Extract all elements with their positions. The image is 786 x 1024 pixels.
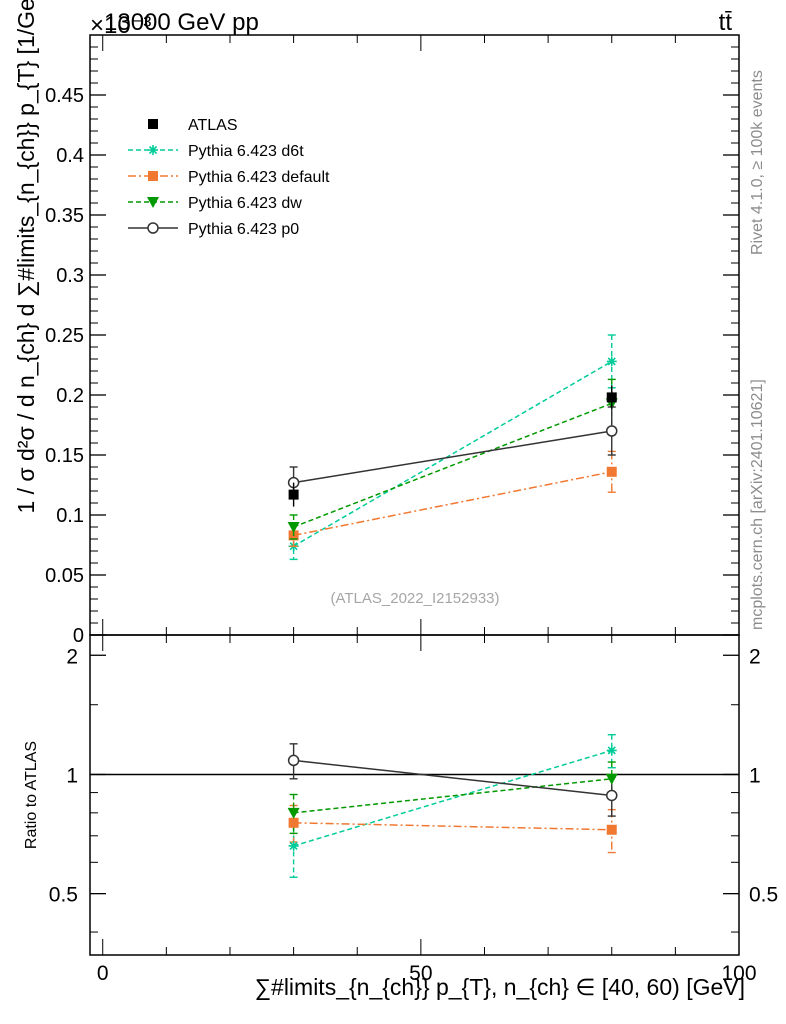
ratio-plot-frame <box>89 634 740 956</box>
data-point-pythia-6-423-d6t <box>606 356 617 367</box>
ratio-point-pythia-6-423-default <box>606 824 617 835</box>
ratio-y-axis: 0.5 0.5 1 1 2 2 <box>49 645 778 933</box>
ratio-y-tick-label-right: 2 <box>749 645 761 668</box>
legend-label-atlas: ATLAS <box>188 117 238 134</box>
main-y-tick-label: 0.15 <box>45 445 84 467</box>
main-y-tick-label: 0.1 <box>56 505 84 527</box>
legend-label-pythia-6-423-p0: Pythia 6.423 p0 <box>188 221 299 238</box>
main-y-tick-label: 0.05 <box>45 565 84 587</box>
ratio-point-pythia-6-423-dw <box>287 807 300 819</box>
legend-marker-pythia-6-423-default <box>148 171 158 181</box>
ratio-y-tick-label: 0.5 <box>49 884 78 907</box>
data-point-atlas <box>606 392 617 403</box>
x-axis: 0 50 100 <box>97 35 757 985</box>
x-tick-label: 100 <box>721 962 756 985</box>
ratio-point-pythia-6-423-p0 <box>287 754 300 767</box>
data-point-pythia-6-423-dw <box>287 522 300 533</box>
main-plot-series <box>287 334 618 561</box>
series-line-pythia-6-423-p0 <box>293 430 612 484</box>
data-point-pythia-6-423-p0 <box>605 425 618 437</box>
main-y-tick-label: 0.3 <box>56 265 84 287</box>
main-y-tick-label: 0.35 <box>45 205 84 227</box>
ratio-y-tick-label: 2 <box>66 645 78 668</box>
energy-label: 13000 GeV pp <box>104 9 259 36</box>
ratio-point-pythia-6-423-dw <box>605 773 618 785</box>
legend: ATLAS Pythia 6.423 d6t Pythia 6.423 defaul… <box>128 117 330 238</box>
data-point-pythia-6-423-default <box>606 466 617 477</box>
legend-label-pythia-6-423-default: Pythia 6.423 default <box>188 169 330 186</box>
series-line-pythia-6-423-dw <box>293 402 613 528</box>
ratio-point-pythia-6-423-d6t <box>288 840 299 851</box>
legend-marker-atlas <box>148 119 158 129</box>
x-tick-label: 50 <box>409 962 432 985</box>
main-y-tick-label: 0.25 <box>45 325 84 347</box>
data-point-atlas <box>288 489 299 500</box>
series-line-pythia-6-423-d6t <box>293 360 613 547</box>
ratio-point-pythia-6-423-p0 <box>605 789 618 802</box>
x-tick-label: 0 <box>97 962 109 985</box>
series-line-pythia-6-423-d6t <box>293 749 612 847</box>
legend-label-pythia-6-423-d6t: Pythia 6.423 d6t <box>188 143 304 160</box>
series-line-pythia-6-423-p0 <box>293 759 612 797</box>
ratio-point-pythia-6-423-default <box>288 817 299 828</box>
mcplots-source-label: mcplots.cern.ch [arXiv:2401.10621] <box>749 379 766 630</box>
series-line-pythia-6-423-default <box>293 822 612 831</box>
series-line-pythia-6-423-dw <box>293 778 612 814</box>
ratio-y-tick-label-right: 0.5 <box>749 884 778 907</box>
main-y-tick-label: 0.45 <box>45 85 84 107</box>
main-y-tick-label: 0.4 <box>56 145 84 167</box>
process-label: tt̄ <box>719 9 733 36</box>
rivet-version-label: Rivet 4.1.0, ≥ 100k events <box>749 70 766 255</box>
main-y-tick-label: 0 <box>73 625 84 647</box>
main-y-axis: 0 0.05 0.1 0.15 0.2 0.25 0.3 0.35 0.4 0.45 <box>45 46 739 647</box>
legend-label-pythia-6-423-dw: Pythia 6.423 dw <box>188 195 302 212</box>
ratio-y-tick-label-right: 1 <box>749 764 761 787</box>
series-line-pythia-6-423-default <box>293 471 612 537</box>
x-axis-title: ∑#limits_{n_{ch}} p_{T}, n_{ch} ∈ [40, 6… <box>255 974 745 1000</box>
legend-marker-pythia-6-423-d6t <box>148 145 158 155</box>
ratio-point-pythia-6-423-d6t <box>606 745 617 756</box>
legend-marker-pythia-6-423-p0 <box>147 222 159 234</box>
ratio-y-tick-label: 1 <box>66 764 78 787</box>
ratio-y-axis-title: Ratio to ATLAS <box>23 741 40 849</box>
main-y-axis-title: 1 / σ d²σ / d n_{ch} d ∑#limits_{n_{ch}}… <box>13 0 39 514</box>
ratio-plot-series <box>287 734 618 878</box>
main-y-tick-label: 0.2 <box>56 385 84 407</box>
legend-marker-pythia-6-423-dw <box>147 197 159 208</box>
analysis-reference-label: (ATLAS_2022_I2152933) <box>330 590 499 607</box>
